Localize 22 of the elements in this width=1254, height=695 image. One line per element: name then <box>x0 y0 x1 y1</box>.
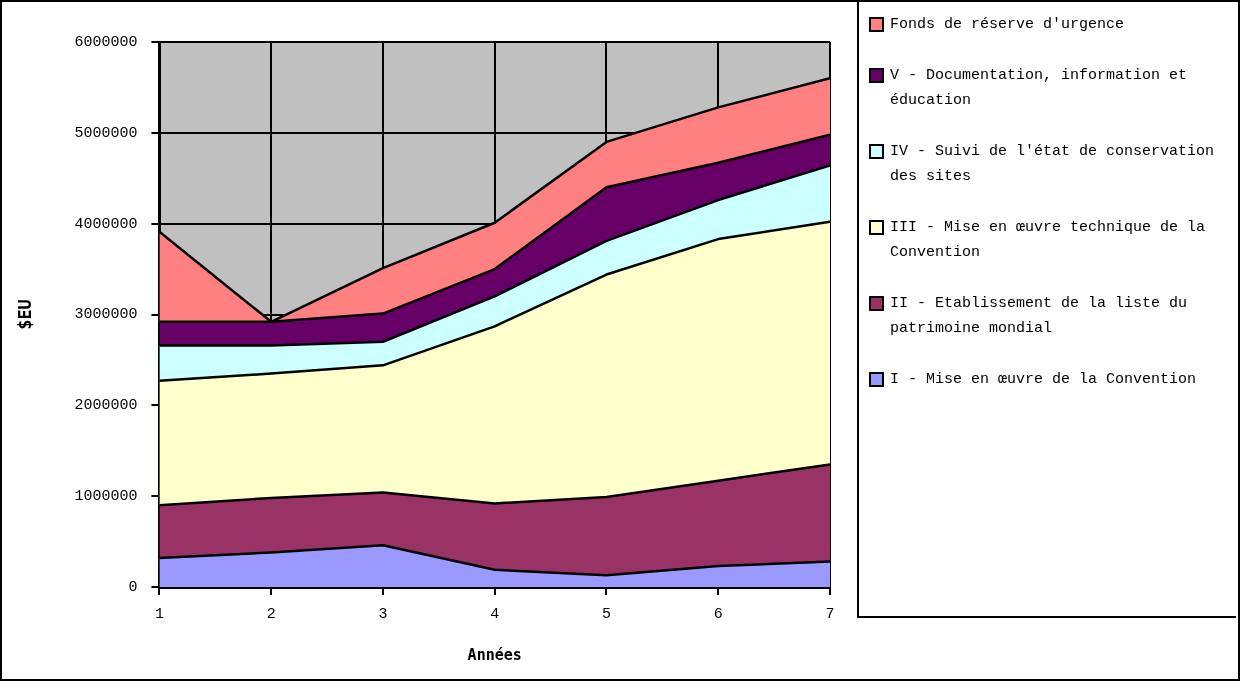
legend-label: II - Etablissement de la liste du patrimoine mondial <box>890 294 1189 339</box>
y-tick-label: 0 <box>128 578 138 596</box>
x-tick-label: 7 <box>825 605 835 623</box>
y-tick-label: 2000000 <box>74 397 138 415</box>
legend-label: III - Mise en œuvre technique de la Convention <box>890 218 1207 263</box>
x-tick-label: 5 <box>601 605 611 623</box>
y-tick-label: 6000000 <box>74 33 138 51</box>
x-tick-label: 4 <box>490 605 500 623</box>
y-tick-label: 3000000 <box>74 306 138 324</box>
y-axis-title: $EU <box>14 299 35 330</box>
x-axis-title: Années <box>467 645 522 664</box>
x-tick-label: 6 <box>713 605 723 623</box>
legend-label: V - Documentation, information et éducation <box>890 66 1189 111</box>
x-tick-label: 2 <box>266 605 276 623</box>
y-tick-label: 4000000 <box>74 215 138 233</box>
y-tick-label: 5000000 <box>74 124 138 142</box>
x-tick-label: 1 <box>154 605 164 623</box>
x-tick-label: 3 <box>378 605 388 623</box>
legend-label: Fonds de réserve d'urgence <box>890 15 1125 35</box>
legend-label: IV - Suivi de l'état de conservation des sites <box>890 142 1216 187</box>
y-tick-label: 1000000 <box>74 488 138 506</box>
legend-label: I - Mise en œuvre de la Convention <box>890 370 1197 390</box>
